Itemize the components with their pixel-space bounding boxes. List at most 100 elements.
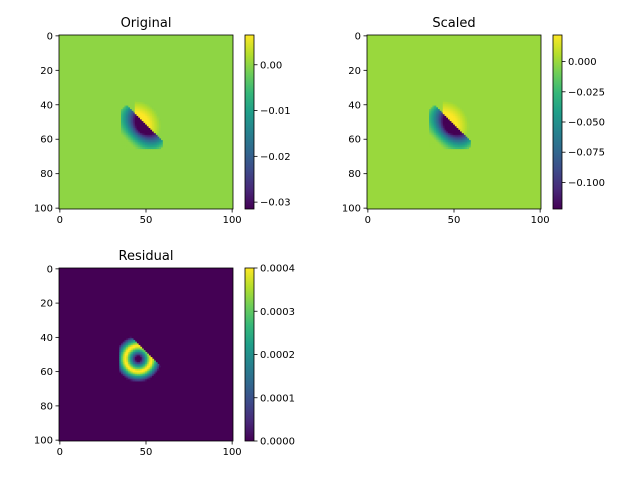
chart-2-heatmap-cell [434,131,437,134]
chart-1-heatmap-cell [127,117,131,120]
chart-1-heatmap-cell [139,129,143,132]
chart-3-heatmap-cell [124,365,127,368]
chart-1-heatmap-cell [150,124,153,127]
chart-3-heatmap-cell [146,365,149,368]
chart-2-heatmap-cell [434,122,437,125]
chart-2-heatmap-cell [430,114,433,117]
chart-1-heatmap-cell [122,145,125,148]
chart-1-heatmap-cell [141,146,144,150]
chart-1-heatmap-cell [143,133,146,136]
chart-1-heatmap-cell [124,107,127,110]
chart-1-heatmap-cell [138,122,141,125]
chart-3-heatmap-cell [131,343,134,346]
chart-2-heatmap-cell [453,122,456,125]
chart-2-heatmap-cell [447,109,451,112]
chart-1-heatmap-cell [129,112,132,115]
chart-1-heatmap-cell [126,134,129,138]
chart-1-heatmap-cell [150,107,153,110]
chart-2-heatmap-cell [449,105,452,108]
chart-2-heatmap-cell [429,138,432,141]
chart-1-heatmap-cell [136,107,139,110]
chart-2-heatmap-cell [453,140,456,143]
chart-1-heatmap-cell [131,133,134,136]
chart-2-heatmap-cell [430,134,433,138]
chart-2-heatmap-cell [442,107,445,110]
chart-2-heatmap-cell [449,107,452,110]
chart-1-heatmap-cell [157,114,160,117]
chart-1-heatmap-cell [129,141,132,144]
chart-2-heatmap-cell [444,103,447,107]
chart-1-heatmap-cell [126,141,129,144]
chart-1-heatmap-cell [150,133,153,136]
chart-3-heatmap-cell [131,369,134,372]
chart-3-ytick-label: 60 [40,367,53,378]
chart-3-heatmap-cell [129,350,132,353]
chart-2-heatmap-cell [434,126,437,129]
chart-1-heatmap-cell [122,128,125,131]
chart-3-heatmap-cell [131,374,134,377]
chart-2-heatmap-cell [447,143,451,146]
chart-3-heatmap-cell [157,370,160,373]
chart-2-heatmap-cell [430,126,433,129]
chart-2-heatmap-cell [460,107,463,110]
chart-2-heatmap-cell [461,140,464,143]
chart-2-heatmap-cell [434,134,437,138]
chart-1-heatmap-cell [158,129,162,132]
chart-2-heatmap-cell [446,140,449,143]
chart-1-heatmap-cell [143,134,146,138]
chart-1-colorbar-tick-label: −0.02 [260,152,291,163]
chart-1-heatmap-cell [143,138,146,141]
chart-2-heatmap-cell [437,115,440,119]
chart-3-heatmap-cell [119,351,122,355]
chart-1-heatmap-cell [138,146,141,150]
chart-3-heatmap-cell [148,355,151,358]
chart-1-heatmap-cell [145,138,148,141]
chart-3-heatmap-cell [155,370,158,373]
chart-1-heatmap-cell [152,119,155,122]
chart-3-heatmap-cell [131,346,134,349]
chart-2-heatmap-cell [430,109,433,112]
chart-2-heatmap-cell [432,141,435,144]
chart-3-heatmap-cell [119,360,122,363]
chart-1-heatmap-cell [148,122,151,125]
chart-1-heatmap-cell [136,138,139,141]
chart-1-heatmap-cell [124,134,127,138]
chart-2-heatmap-cell [439,124,442,127]
chart-3-heatmap-cell [129,341,132,344]
chart-3-heatmap-cell [126,343,129,346]
chart-3-heatmap-cell [121,348,124,351]
chart-2-heatmap-cell [466,121,470,124]
chart-2-heatmap-cell [441,122,444,125]
chart-3-heatmap-cell [152,369,155,372]
chart-3-heatmap-cell [143,367,146,370]
chart-1-heatmap-cell [127,141,131,144]
chart-2-heatmap-cell [446,112,449,115]
chart-3-heatmap-cell [138,363,141,367]
chart-2-heatmap-cell [434,114,437,117]
chart-3-heatmap-cell [126,355,129,358]
chart-2-heatmap-cell [444,138,447,141]
chart-3-heatmap-cell [141,375,144,379]
chart-1-heatmap-cell [153,124,156,127]
chart-2-heatmap-cell [441,133,444,136]
chart-2-heatmap-cell [435,124,439,127]
chart-1-heatmap-cell [141,141,144,144]
chart-1-heatmap-cell [141,124,144,127]
chart-1-heatmap-cell [136,133,139,136]
chart-2-heatmap-cell [432,133,435,136]
chart-2-heatmap-cell [444,109,447,112]
chart-2-heatmap-cell [458,105,461,108]
chart-2-heatmap-cell [432,136,435,139]
chart-1-heatmap-cell [153,122,156,125]
chart-1-heatmap-cell [158,126,162,129]
chart-2-heatmap-cell [451,114,454,117]
chart-1-heatmap-cell [122,110,125,113]
chart-2-heatmap-cell [463,117,466,120]
chart-1-heatmap-cell [150,126,153,129]
chart-1-heatmap-cell [143,126,146,129]
chart-2-heatmap-cell [441,126,444,129]
chart-2-heatmap-cell [447,141,451,144]
chart-1-heatmap-cell [133,134,136,138]
chart-1-heatmap-cell [124,124,127,127]
chart-3-heatmap-cell [127,374,131,377]
